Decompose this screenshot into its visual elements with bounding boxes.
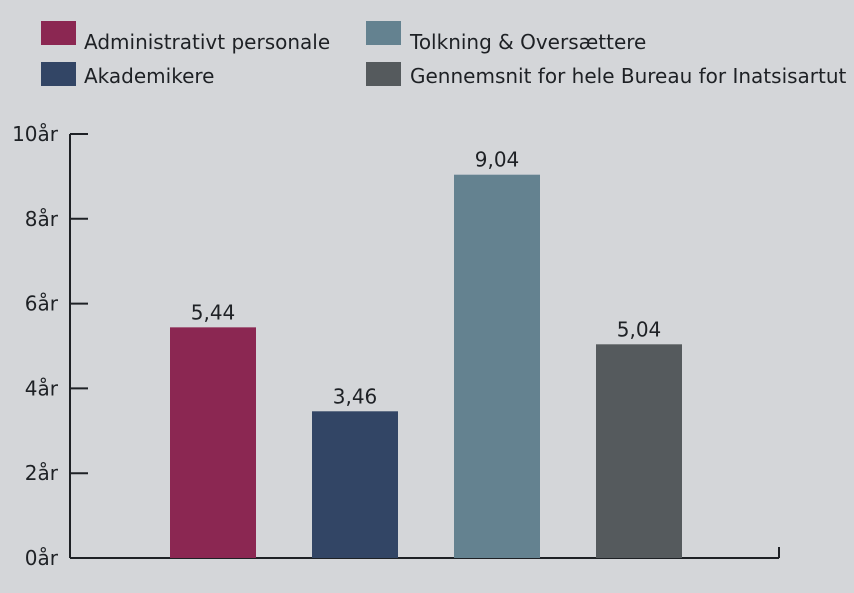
y-tick-label: 8år [25, 207, 59, 231]
legend-label-akademikere: Akademikere [84, 64, 215, 88]
y-tick-label: 6år [25, 292, 59, 316]
bar [312, 411, 398, 558]
bar-value-label: 5,04 [617, 317, 662, 341]
legend-swatch-akademikere [41, 62, 76, 86]
legend-swatch-tolkning-oversaettere [366, 21, 401, 45]
y-tick-label: 4år [25, 376, 59, 400]
y-tick-label: 0år [25, 546, 59, 570]
legend-label-administrativt-personale: Administrativt personale [84, 30, 331, 54]
bar-value-label: 9,04 [475, 148, 520, 172]
y-tick-label: 2år [25, 461, 59, 485]
bar [170, 327, 256, 558]
bar [596, 344, 682, 558]
legend-label-gennemsnit: Gennemsnit for hele Bureau for Inatsisar… [410, 64, 847, 88]
bar-value-label: 3,46 [333, 384, 378, 408]
legend-swatch-gennemsnit [366, 62, 401, 86]
bar-value-label: 5,44 [191, 300, 236, 324]
bar [454, 174, 540, 559]
legend-swatch-administrativt-personale [41, 21, 76, 45]
y-tick-label: 10år [12, 122, 59, 146]
legend-label-tolkning-oversaettere: Tolkning & Oversættere [410, 30, 647, 54]
